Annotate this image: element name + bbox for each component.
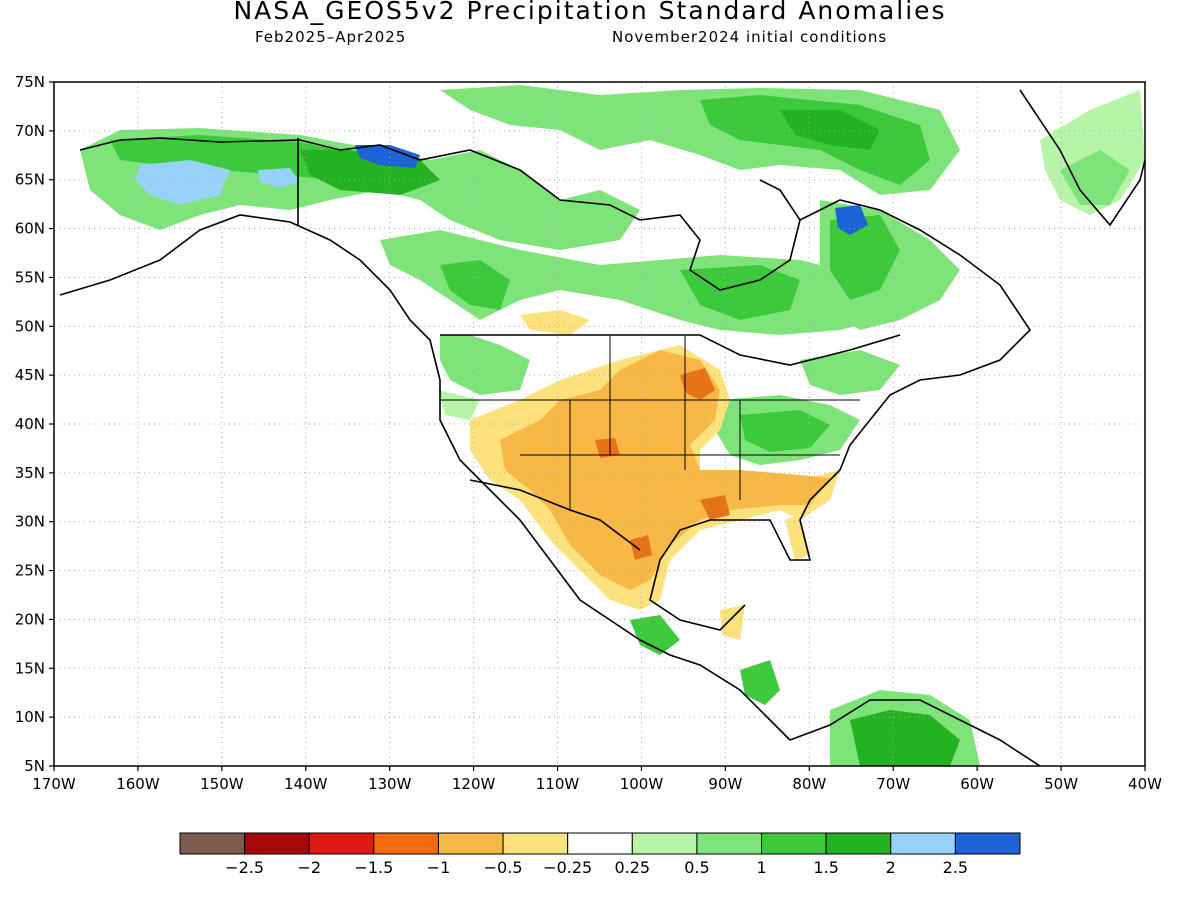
lon-tick-label: 60W bbox=[960, 775, 994, 793]
dry-region-yucatan bbox=[720, 605, 745, 640]
wet-region-greenland-green bbox=[1060, 150, 1130, 205]
colorbar-label: −1.5 bbox=[354, 858, 393, 877]
lat-tick-label: 70N bbox=[15, 122, 45, 140]
axes: 170W 160W 150W 140W 130W 120W 110W 100W 90W 80W 70… bbox=[15, 73, 1162, 793]
wet-region-bc bbox=[440, 260, 510, 310]
colorbar-label: −0.5 bbox=[484, 858, 523, 877]
colorbar-label: 0.5 bbox=[684, 858, 709, 877]
colorbar-swatch bbox=[437, 832, 504, 855]
lat-tick-label: 45N bbox=[15, 366, 45, 384]
lat-tick-label: 50N bbox=[15, 317, 45, 335]
colorbar-label: −0.25 bbox=[543, 858, 592, 877]
lon-tick-label: 50W bbox=[1044, 775, 1078, 793]
wet-region-pacific-nw-light bbox=[438, 390, 480, 420]
dry-region-bc-coast bbox=[520, 310, 590, 335]
coastline-south-america bbox=[789, 699, 1041, 766]
dry-region-plains bbox=[500, 350, 830, 590]
lon-tick-label: 170W bbox=[32, 775, 76, 793]
colorbar-swatch bbox=[761, 832, 827, 855]
lon-tick-label: 130W bbox=[368, 775, 412, 793]
wet-region-labrador-blue bbox=[835, 205, 868, 235]
lon-tick-label: 90W bbox=[708, 775, 742, 793]
colorbar-label: 1 bbox=[756, 858, 766, 877]
lat-tick-label: 30N bbox=[15, 513, 45, 531]
lat-tick-label: 35N bbox=[15, 464, 45, 482]
lat-tick-label: 75N bbox=[15, 73, 45, 91]
colorbar-label: −2.5 bbox=[225, 858, 264, 877]
colorbar-swatch bbox=[954, 832, 1021, 855]
lat-tick-label: 10N bbox=[15, 708, 45, 726]
lat-tick-label: 5N bbox=[24, 757, 45, 775]
colorbar-label: 0.25 bbox=[614, 858, 650, 877]
colorbar-label: −1 bbox=[427, 858, 451, 877]
initial-conditions-label: November2024 initial conditions bbox=[612, 28, 888, 46]
graticule bbox=[54, 82, 1145, 766]
anomaly-shading bbox=[80, 85, 1145, 766]
wet-region-ontario-strong bbox=[680, 265, 800, 320]
wet-region-great-lakes bbox=[800, 350, 900, 395]
colorbar-swatch bbox=[825, 832, 892, 855]
colorbar-swatch bbox=[179, 832, 246, 855]
lon-tick-label: 150W bbox=[200, 775, 244, 793]
colorbar-label: 1.5 bbox=[813, 858, 838, 877]
lat-tick-label: 55N bbox=[15, 268, 45, 286]
wet-region-alaska-lightblue2 bbox=[258, 168, 300, 188]
dry-region-strong-nm bbox=[595, 438, 620, 458]
lat-tick-label: 65N bbox=[15, 171, 45, 189]
lon-tick-label: 120W bbox=[452, 775, 496, 793]
border-state-lines bbox=[440, 335, 860, 510]
lat-tick-label: 60N bbox=[15, 220, 45, 238]
forecast-period: Feb2025–Apr2025 bbox=[255, 28, 407, 46]
coastline-alaska-north bbox=[79, 137, 341, 151]
coastline-east bbox=[649, 199, 1032, 631]
colorbar-label: 2.5 bbox=[943, 858, 968, 877]
wet-region-central-america bbox=[630, 615, 680, 655]
lon-tick-label: 70W bbox=[876, 775, 910, 793]
wet-region-pacific-nw bbox=[440, 335, 530, 395]
coastline-north-america-west bbox=[59, 214, 791, 741]
coastline-arctic bbox=[339, 144, 641, 221]
lon-tick-label: 40W bbox=[1128, 775, 1162, 793]
colorbar-swatch bbox=[373, 832, 439, 855]
border-us-canada bbox=[440, 334, 901, 366]
lat-tick-label: 40N bbox=[15, 415, 45, 433]
colorbar-swatch bbox=[308, 832, 375, 855]
colorbar-label: −2 bbox=[297, 858, 321, 877]
colorbar-swatch bbox=[567, 832, 633, 855]
wet-region-baffin-strong bbox=[780, 110, 880, 150]
colorbar-swatch bbox=[696, 832, 763, 855]
wet-region-south-america-strong bbox=[850, 710, 960, 766]
coastline-greenland bbox=[1019, 89, 1145, 227]
colorbar-swatch bbox=[502, 832, 569, 855]
lon-tick-label: 110W bbox=[536, 775, 580, 793]
wet-region-yukon-blue bbox=[355, 145, 420, 168]
lat-tick-label: 15N bbox=[15, 659, 45, 677]
colorbar-label: 2 bbox=[886, 858, 896, 877]
lon-tick-label: 100W bbox=[620, 775, 664, 793]
colorbar-legend: −2.5 −2 −1.5 −1 −0.5 −0.25 0.25 0.5 1 1.5 2 2.5 bbox=[179, 832, 1021, 877]
lat-tick-label: 20N bbox=[15, 610, 45, 628]
colorbar-swatch bbox=[890, 832, 956, 855]
colorbar-swatch bbox=[631, 832, 698, 855]
dry-region-florida bbox=[785, 515, 810, 560]
map-title: NASA_GEOS5v2 Precipitation Standard Anom… bbox=[233, 0, 947, 25]
wet-region-ohio-strong bbox=[740, 410, 830, 452]
lon-tick-label: 140W bbox=[284, 775, 328, 793]
coastlines-and-borders bbox=[59, 89, 1145, 766]
wet-region-central-america2 bbox=[740, 660, 780, 705]
coastline-hudson-bay bbox=[639, 179, 801, 291]
colorbar-swatch bbox=[244, 832, 310, 855]
lon-tick-label: 160W bbox=[116, 775, 160, 793]
lat-tick-label: 25N bbox=[15, 562, 45, 580]
wet-region-alaska-lightblue bbox=[135, 160, 230, 205]
dry-region-strong-midwest bbox=[680, 368, 715, 400]
wet-region-quebec-strong bbox=[830, 215, 900, 300]
lon-tick-label: 80W bbox=[792, 775, 826, 793]
dry-region-strong-louisiana bbox=[700, 495, 730, 520]
